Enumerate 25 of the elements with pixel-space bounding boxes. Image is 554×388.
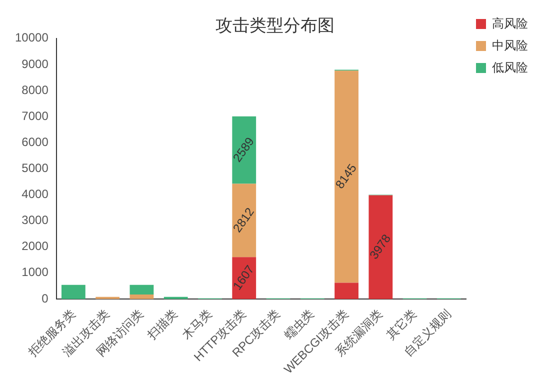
legend-label: 低风险: [492, 60, 528, 74]
x-tick-label: 扫描类: [144, 306, 180, 343]
y-tick-label: 1000: [22, 265, 49, 280]
legend-label: 中风险: [492, 38, 528, 52]
y-tick-label: 5000: [22, 160, 49, 175]
y-tick-label: 9000: [22, 56, 49, 71]
bar: [61, 284, 86, 299]
y-tick-label: 3000: [22, 213, 49, 228]
bar: [368, 195, 393, 299]
y-tick-label: 8000: [22, 82, 49, 97]
bar: [232, 184, 256, 258]
legend-label: 高风险: [492, 16, 528, 30]
y-tick-label: 7000: [22, 108, 49, 123]
y-tick-label: 0: [42, 291, 49, 306]
y-tick-label: 6000: [22, 134, 49, 149]
bar: [334, 70, 358, 283]
y-tick-label: 4000: [22, 187, 49, 202]
bar: [130, 294, 154, 299]
y-tick-label: 10000: [14, 30, 49, 45]
bar: [334, 282, 358, 299]
chart-title: 攻击类型分布图: [216, 16, 334, 35]
bar: [232, 257, 256, 299]
bar: [232, 116, 256, 184]
bar: [130, 284, 154, 295]
y-tick-label: 2000: [22, 239, 49, 254]
